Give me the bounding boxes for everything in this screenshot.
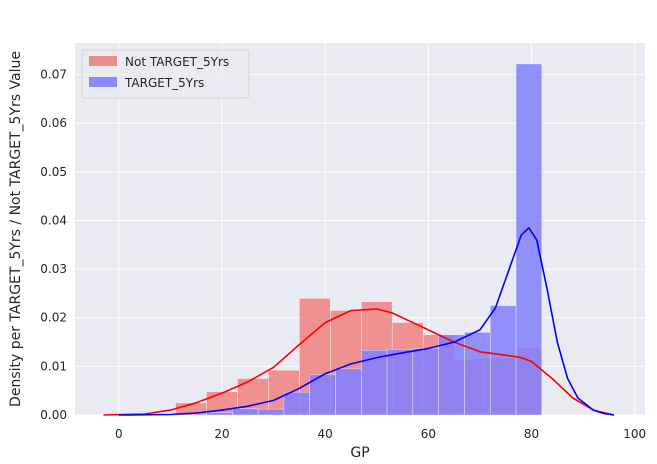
bar-target xyxy=(386,349,414,416)
legend-swatch-not-target xyxy=(89,56,117,66)
kde-line-target xyxy=(118,227,615,416)
bar-target xyxy=(232,408,259,416)
y-tick-label: 0.02 xyxy=(40,311,67,325)
bar-target xyxy=(489,305,517,416)
y-tick-label: 0.06 xyxy=(40,116,67,130)
x-tick-label: 0 xyxy=(115,427,123,441)
bar-target xyxy=(257,408,285,416)
bar-target xyxy=(335,368,362,416)
y-axis-label: Density per TARGET_5Yrs / Not TARGET_5Yr… xyxy=(8,51,24,407)
y-tick-label: 0.01 xyxy=(40,359,67,373)
tick-labels: 0 20 40 60 80 100 0.00 0.01 0.02 0.03 0.04 0.05 0.06… xyxy=(40,68,646,441)
bar-target xyxy=(464,332,491,416)
legend-label-not-target: Not TARGET_5Yrs xyxy=(125,55,229,69)
bar-target xyxy=(206,412,233,416)
kde-line-not-target xyxy=(103,308,615,416)
y-tick-label: 0.05 xyxy=(40,165,67,179)
bar-target xyxy=(283,391,311,416)
x-tick-label: 100 xyxy=(623,427,646,441)
x-tick-label: 60 xyxy=(421,427,436,441)
y-tick-label: 0.03 xyxy=(40,262,67,276)
x-tick-label: 80 xyxy=(524,427,539,441)
kde-curves xyxy=(103,227,615,416)
bar-target xyxy=(309,374,336,416)
legend-box xyxy=(81,49,250,99)
y-tick-label: 0.07 xyxy=(40,68,67,82)
legend-label-target: TARGET_5Yrs xyxy=(124,76,204,90)
x-axis-label: GP xyxy=(350,445,369,461)
y-tick-label: 0.00 xyxy=(40,408,67,422)
legend: Not TARGET_5Yrs TARGET_5Yrs xyxy=(81,49,250,99)
bar-target xyxy=(412,348,439,416)
grid-lines xyxy=(75,43,645,416)
x-tick-label: 40 xyxy=(318,427,333,441)
x-tick-label: 20 xyxy=(214,427,229,441)
y-tick-label: 0.04 xyxy=(40,213,67,227)
bar-target xyxy=(438,334,465,416)
legend-swatch-target xyxy=(89,77,117,87)
